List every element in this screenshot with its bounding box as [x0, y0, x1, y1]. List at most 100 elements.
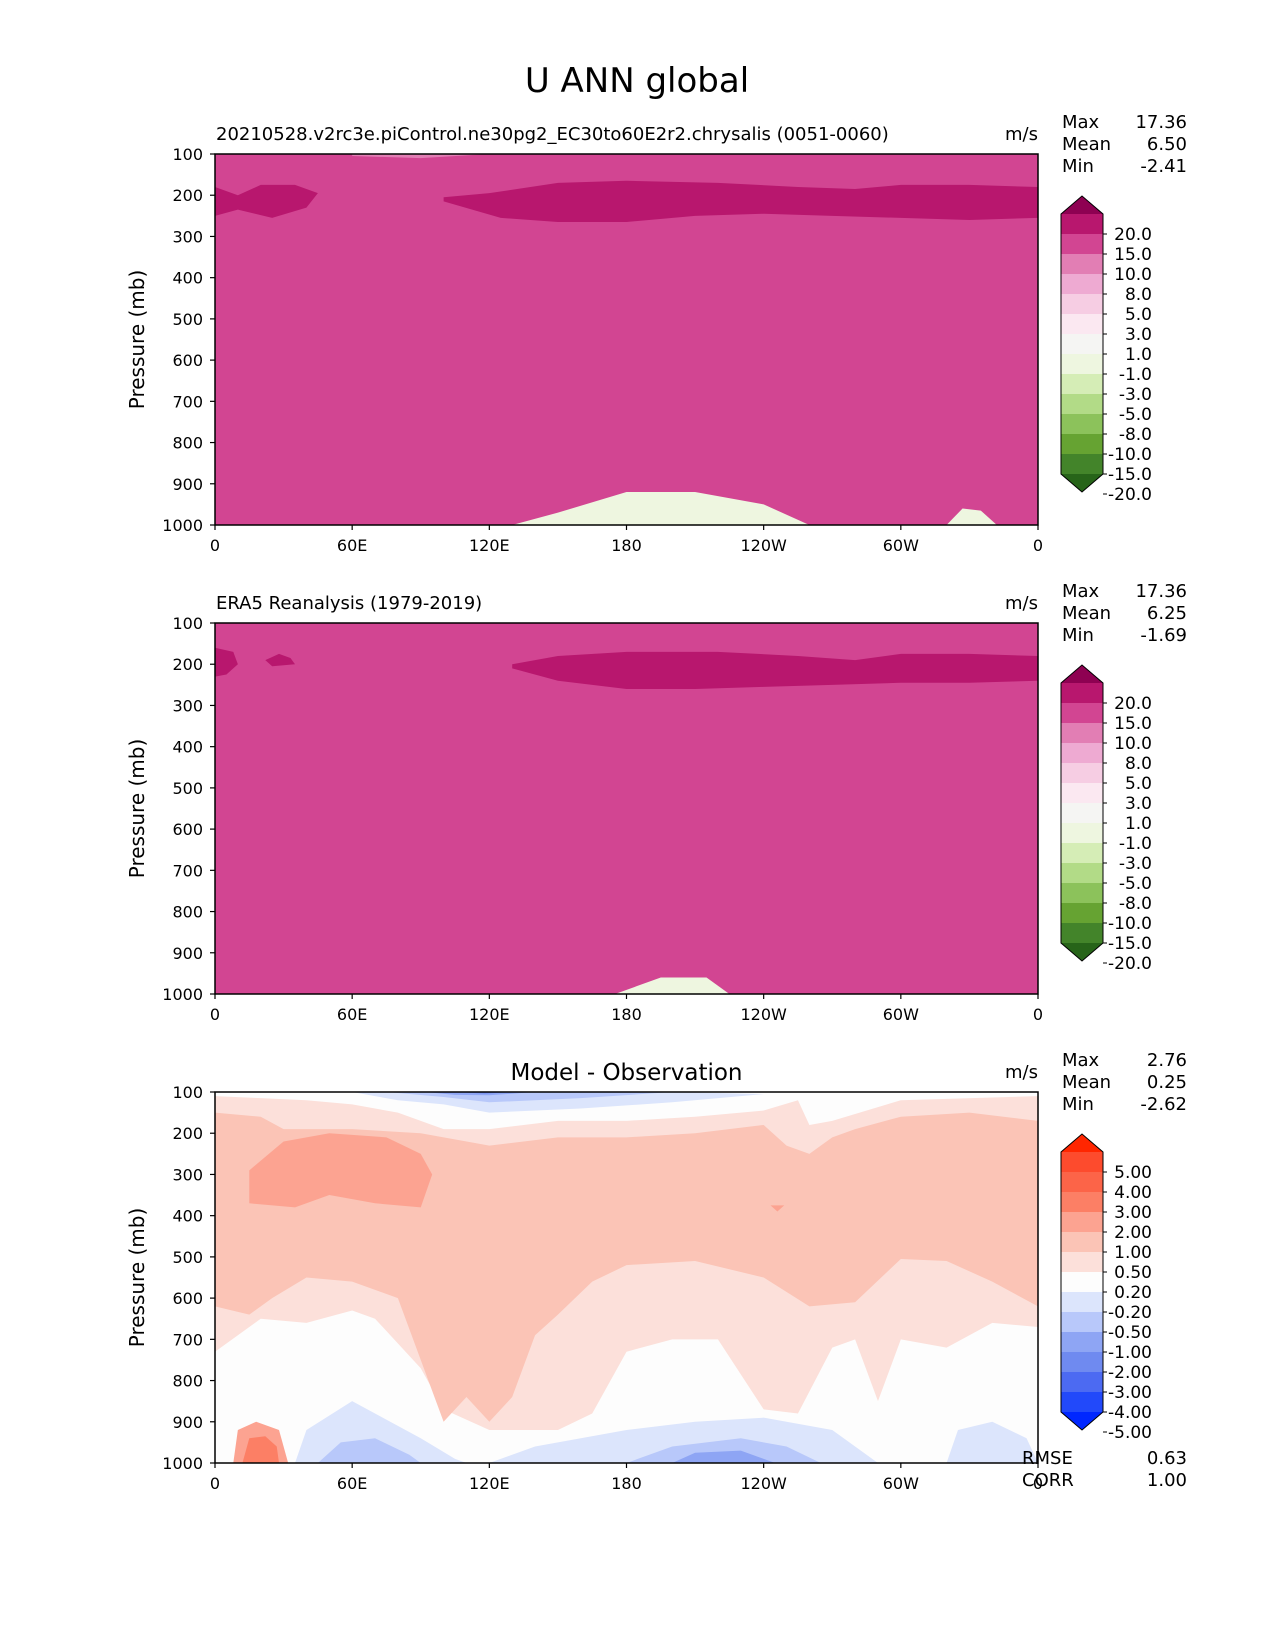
- colorbar-segment: [1061, 823, 1103, 844]
- stat-value: 6.50: [1147, 134, 1187, 155]
- contour-area: [215, 154, 1038, 525]
- colorbar-tick-label: -5.0: [1119, 405, 1152, 425]
- colorbar-tick-label: -8.0: [1119, 894, 1152, 914]
- colorbar-tick-label: 20.0: [1114, 694, 1152, 714]
- y-tick-label: 300: [172, 1165, 203, 1184]
- colorbar-segment: [1061, 723, 1103, 744]
- colorbar-tick-label: 1.0: [1125, 814, 1152, 834]
- colorbar: 5.004.003.002.001.000.500.20-0.20-0.50-1…: [1060, 1133, 1152, 1443]
- colorbar-tick-label: -4.00: [1108, 1403, 1152, 1423]
- colorbar-tick-label: 3.0: [1125, 325, 1152, 345]
- contour-band: [512, 651, 1038, 689]
- stat-label: Mean: [1062, 134, 1111, 155]
- colorbar-tick-label: -10.0: [1108, 445, 1152, 465]
- x-tick-label: 180: [611, 536, 642, 555]
- figure-title: U ANN global: [525, 61, 749, 101]
- colorbar-segment: [1061, 783, 1103, 804]
- units-label: m/s: [1005, 124, 1038, 145]
- colorbar-tick-label: 1.0: [1125, 345, 1152, 365]
- colorbar-tick-label: 0.20: [1114, 1283, 1152, 1303]
- contour-area: [215, 623, 1038, 994]
- panel-title: Model - Observation: [510, 1060, 742, 1086]
- y-axis-label: Pressure (mb): [125, 270, 149, 410]
- y-tick-label: 1000: [162, 985, 203, 1004]
- panel-title: 20210528.v2rc3e.piControl.ne30pg2_EC30to…: [216, 124, 889, 145]
- contour-band: [770, 1205, 785, 1212]
- colorbar-segment: [1061, 354, 1103, 375]
- contour-band: [352, 154, 490, 159]
- colorbar-tick-label: 2.00: [1114, 1223, 1152, 1243]
- stat-label: Max: [1062, 112, 1100, 133]
- colorbar-tick-label: -1.0: [1119, 365, 1152, 385]
- colorbar-tick-label: -3.0: [1119, 854, 1152, 874]
- colorbar-segment: [1061, 374, 1103, 395]
- y-tick-label: 1000: [162, 516, 203, 535]
- colorbar-tick-label: -3.00: [1108, 1383, 1152, 1403]
- y-tick-label: 600: [172, 1289, 203, 1308]
- colorbar-tick-label: 15.0: [1114, 714, 1152, 734]
- stat-label: Mean: [1062, 603, 1111, 624]
- contour-band: [249, 1133, 433, 1208]
- stat-label: Max: [1062, 581, 1100, 602]
- colorbar-segment: [1061, 1352, 1103, 1373]
- colorbar-segment: [1061, 314, 1103, 335]
- colorbar-segment: [1061, 683, 1103, 704]
- x-tick-label: 60E: [337, 1474, 367, 1493]
- colorbar-tick-label: 8.0: [1125, 285, 1152, 305]
- colorbar-tick-label: 5.0: [1125, 774, 1152, 794]
- units-label: m/s: [1005, 1062, 1038, 1083]
- colorbar-segment: [1061, 254, 1103, 275]
- colorbar-segment: [1061, 1372, 1103, 1393]
- y-tick-label: 800: [172, 434, 203, 453]
- colorbar-extend-min: [1061, 1412, 1103, 1430]
- colorbar-tick-label: 0.50: [1114, 1263, 1152, 1283]
- colorbar-segment: [1061, 903, 1103, 924]
- colorbar-segment: [1061, 703, 1103, 724]
- colorbar-tick-label: 5.00: [1114, 1163, 1152, 1183]
- colorbar-segment: [1061, 923, 1103, 944]
- y-tick-label: 300: [172, 696, 203, 715]
- contour-band: [215, 184, 318, 218]
- colorbar-segment: [1061, 394, 1103, 415]
- colorbar-tick-label: -20.0: [1108, 954, 1152, 974]
- contour-band: [215, 154, 1038, 525]
- colorbar-segment: [1061, 1312, 1103, 1333]
- y-tick-label: 100: [172, 145, 203, 164]
- y-tick-label: 900: [172, 475, 203, 494]
- x-tick-label: 60W: [883, 536, 919, 555]
- contour-band: [946, 508, 997, 525]
- x-tick-label: 0: [210, 1474, 220, 1493]
- stat-value: -2.41: [1140, 156, 1187, 177]
- contour-band: [265, 653, 296, 667]
- x-tick-label: 180: [611, 1474, 642, 1493]
- colorbar: 20.015.010.08.05.03.01.0-1.0-3.0-5.0-8.0…: [1060, 195, 1152, 505]
- colorbar-extend-max: [1061, 1134, 1103, 1152]
- stat-label: CORR: [1022, 1470, 1074, 1491]
- stat-label: Mean: [1062, 1072, 1111, 1093]
- stat-value: 17.36: [1135, 112, 1187, 133]
- colorbar-tick-label: -5.00: [1108, 1423, 1152, 1443]
- colorbar: 20.015.010.08.05.03.01.0-1.0-3.0-5.0-8.0…: [1060, 664, 1152, 974]
- colorbar-segment: [1061, 1172, 1103, 1193]
- colorbar-tick-label: -15.0: [1108, 465, 1152, 485]
- colorbar-segment: [1061, 1272, 1103, 1293]
- x-tick-label: 120W: [740, 536, 787, 555]
- contour-band: [443, 180, 1038, 223]
- colorbar-tick-label: -1.00: [1108, 1343, 1152, 1363]
- contour-band: [946, 1421, 1038, 1463]
- x-tick-label: 60W: [883, 1005, 919, 1024]
- y-tick-label: 400: [172, 738, 203, 757]
- colorbar-segment: [1061, 1332, 1103, 1353]
- y-tick-label: 200: [172, 186, 203, 205]
- y-tick-label: 500: [172, 779, 203, 798]
- colorbar-tick-label: -0.50: [1108, 1323, 1152, 1343]
- colorbar-extend-min: [1061, 474, 1103, 492]
- colorbar-tick-label: -3.0: [1119, 385, 1152, 405]
- contour-band: [615, 977, 730, 994]
- contour-area: [215, 1092, 1038, 1463]
- y-tick-label: 700: [172, 1330, 203, 1349]
- contour-band: [626, 1438, 821, 1463]
- colorbar-segment: [1061, 294, 1103, 315]
- colorbar-segment: [1061, 1192, 1103, 1213]
